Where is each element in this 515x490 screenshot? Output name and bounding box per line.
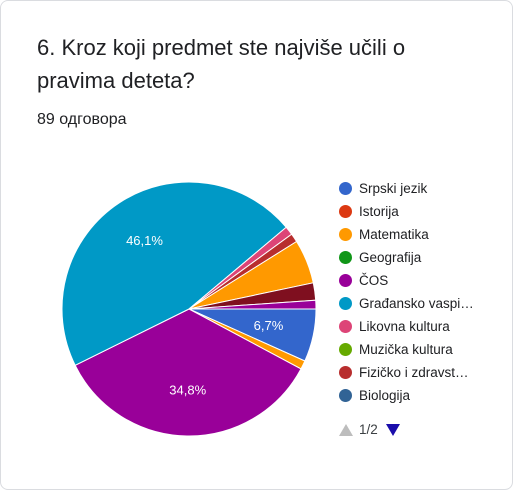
legend-label: Biologija [359, 388, 411, 403]
legend-label: Građansko vaspi… [359, 296, 474, 311]
pie-slice-label: 46,1% [126, 233, 163, 248]
legend-label: Likovna kultura [359, 319, 450, 334]
legend-item: Građansko vaspi… [339, 292, 474, 315]
legend-swatch [339, 205, 352, 218]
legend-swatch [339, 389, 352, 402]
next-page-icon[interactable] [385, 423, 400, 436]
legend-swatch [339, 228, 352, 241]
legend-item: Matematika [339, 223, 474, 246]
pie-slice-label: 6,7% [254, 318, 284, 333]
chart-legend: Srpski jezik Istorija Matematika Geografija… [339, 177, 474, 407]
legend-label: Srpski jezik [359, 181, 428, 196]
legend-item: Likovna kultura [339, 315, 474, 338]
legend-label: Fizičko i zdravst… [359, 365, 469, 380]
legend-label: ČOS [359, 273, 389, 288]
legend-label: Istorija [359, 204, 399, 219]
legend-label: Geografija [359, 250, 422, 265]
legend-swatch [339, 366, 352, 379]
legend-item: Srpski jezik [339, 177, 474, 200]
legend-swatch [339, 343, 352, 356]
previous-page-icon[interactable] [339, 423, 353, 436]
legend-item: Fizičko i zdravst… [339, 361, 474, 384]
pager-text: 1/2 [359, 422, 378, 437]
legend-item: Muzička kultura [339, 338, 474, 361]
legend-item: Biologija [339, 384, 474, 407]
pie-slice[interactable] [74, 308, 302, 437]
response-count: 89 одговора [37, 111, 127, 128]
legend-swatch [339, 251, 352, 264]
legend-swatch [339, 182, 352, 195]
legend-item: ČOS [339, 269, 474, 292]
pie-chart: 6,7% 34,8% 46,1% [61, 181, 317, 437]
legend-swatch [339, 297, 352, 310]
pie-slice-label: 34,8% [169, 382, 206, 397]
legend-swatch [339, 320, 352, 333]
legend-pager: 1/2 [339, 422, 400, 437]
pie-slice[interactable] [61, 181, 287, 367]
legend-item: Istorija [339, 200, 474, 223]
question-title: 6. Kroz koji predmet ste najviše učili o… [37, 35, 406, 93]
pie-slice[interactable] [188, 299, 317, 310]
legend-item: Geografija [339, 246, 474, 269]
legend-swatch [339, 274, 352, 287]
legend-label: Matematika [359, 227, 429, 242]
legend-label: Muzička kultura [359, 342, 453, 357]
